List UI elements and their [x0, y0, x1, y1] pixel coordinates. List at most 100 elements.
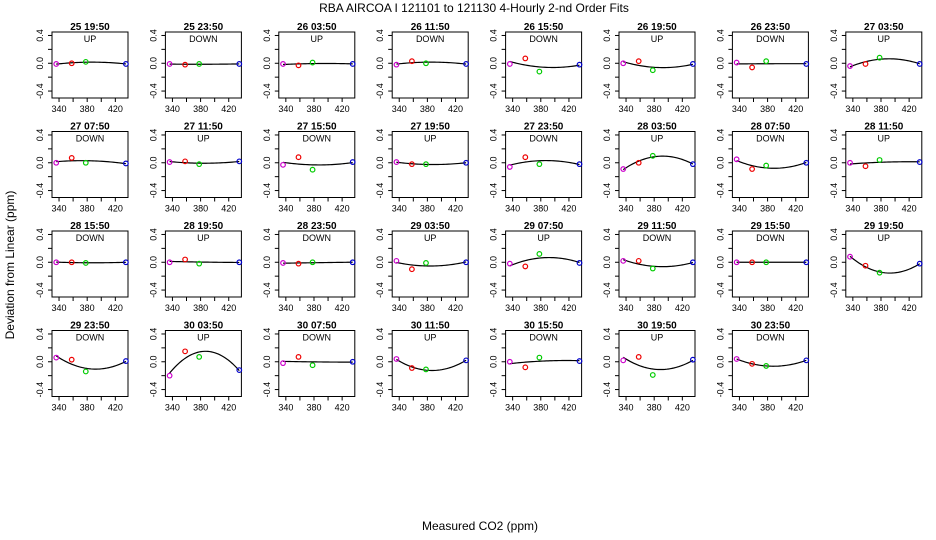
data-point [620, 257, 627, 264]
data-point [876, 157, 883, 163]
y-tick-label: 0.0 [148, 356, 158, 369]
x-axis-label: Measured CO2 (ppm) [422, 519, 538, 533]
panel-mode: UP [197, 134, 210, 144]
data-point [280, 360, 286, 367]
x-tick-label: 420 [675, 403, 690, 413]
y-tick-label: -0.4 [715, 83, 725, 99]
panel-label: 26 15:50 [524, 22, 564, 33]
x-tick-label: 340 [732, 403, 747, 413]
data-point [68, 259, 75, 266]
y-tick-label: -0.4 [829, 183, 839, 199]
panel-label: 29 19:50 [864, 221, 904, 232]
panel-frame [51, 330, 129, 397]
y-tick-label: 0.0 [35, 157, 45, 170]
data-point [536, 354, 543, 361]
y-tick-label: 0.4 [148, 29, 158, 42]
y-tick-label: -0.4 [262, 83, 272, 99]
x-tick-label: 380 [873, 204, 888, 214]
x-tick-label: 380 [80, 204, 95, 214]
x-tick-label: 420 [221, 403, 236, 413]
x-tick-label: 340 [278, 204, 293, 214]
data-point [82, 368, 89, 375]
y-tick-label: -0.4 [489, 382, 499, 398]
y-tick-label: 0.0 [262, 256, 272, 269]
y-tick-label: -0.4 [148, 282, 158, 298]
x-tick-label: 340 [278, 403, 293, 413]
x-tick-label: 380 [193, 403, 208, 413]
y-tick-label: 0.4 [829, 129, 839, 142]
x-tick-label: 340 [619, 104, 634, 114]
data-point [763, 162, 770, 169]
data-point [847, 253, 853, 260]
panel-mode: UP [84, 34, 97, 44]
data-point [166, 61, 173, 67]
panel-label: 30 15:50 [524, 321, 564, 332]
x-tick-label: 380 [647, 204, 662, 214]
data-point [122, 358, 129, 364]
panel-frame [164, 330, 242, 397]
y-tick-label: 0.0 [715, 256, 725, 269]
fit-curve [396, 261, 467, 267]
y-tick-label: 0.0 [148, 157, 158, 170]
panel-mode: UP [424, 134, 437, 144]
y-tick-label: 0.0 [715, 57, 725, 70]
data-point [689, 356, 696, 363]
data-point [847, 159, 853, 166]
x-tick-label: 380 [873, 104, 888, 114]
x-tick-label: 340 [52, 303, 67, 313]
x-tick-label: 380 [306, 303, 321, 313]
data-point [309, 259, 316, 266]
panel-mode: DOWN [76, 233, 105, 243]
data-point [536, 251, 543, 257]
panel-mode: UP [878, 134, 891, 144]
y-tick-label: -0.4 [35, 282, 45, 298]
y-tick-label: 0.4 [602, 328, 612, 341]
y-tick-label: 0.0 [375, 57, 385, 70]
data-point [423, 260, 429, 266]
x-tick-label: 380 [80, 303, 95, 313]
panel-mode: UP [651, 34, 664, 44]
y-tick-label: -0.4 [602, 183, 612, 199]
x-tick-label: 380 [647, 303, 662, 313]
data-point [803, 159, 810, 166]
data-point [463, 357, 469, 364]
data-point [749, 64, 756, 71]
data-point [689, 61, 696, 67]
data-point [916, 61, 923, 67]
y-tick-label: 0.4 [715, 228, 725, 241]
data-point [689, 259, 696, 266]
fit-curve [396, 61, 467, 65]
x-tick-label: 420 [788, 403, 803, 413]
fit-curve [736, 159, 807, 169]
panel-label: 28 15:50 [70, 221, 110, 232]
x-tick-label: 420 [675, 204, 690, 214]
y-tick-label: 0.0 [602, 356, 612, 369]
y-tick-label: 0.4 [489, 328, 499, 341]
data-point [576, 61, 583, 68]
data-point [763, 259, 770, 266]
panel-label: 29 07:50 [524, 221, 564, 232]
data-point [295, 354, 302, 360]
panel-mode: UP [651, 333, 664, 343]
y-tick-label: 0.4 [262, 328, 272, 341]
data-point [309, 166, 316, 173]
y-tick-label: 0.0 [148, 57, 158, 70]
y-tick-label: 0.0 [262, 356, 272, 369]
y-tick-label: -0.4 [602, 282, 612, 298]
y-tick-label: 0.4 [262, 29, 272, 42]
data-point [876, 54, 883, 61]
data-point [68, 60, 75, 67]
x-tick-label: 420 [108, 204, 123, 214]
x-tick-label: 420 [448, 403, 463, 413]
data-point [463, 61, 469, 67]
panel-mode: UP [878, 233, 891, 243]
data-point [862, 61, 869, 67]
panel-label: 29 11:50 [638, 221, 677, 232]
